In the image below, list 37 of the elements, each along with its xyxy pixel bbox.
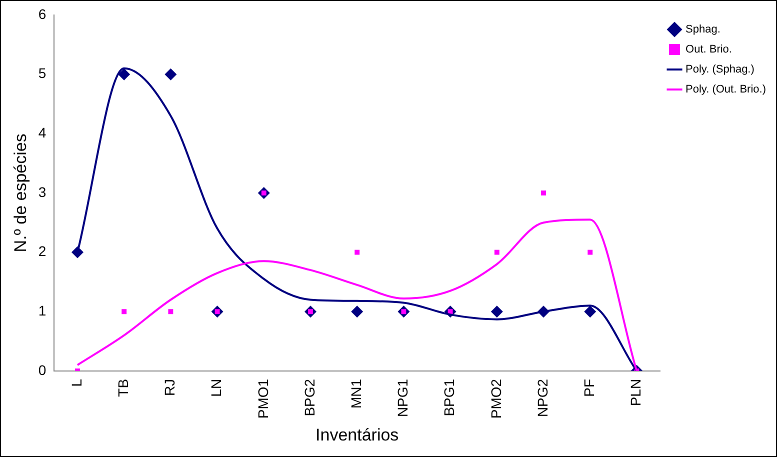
x-tick-label: PF <box>580 378 597 397</box>
y-axis-title: N.º de espécies <box>10 134 30 252</box>
x-axis-title: Inventários <box>316 425 399 444</box>
y-tick-label: 3 <box>38 184 46 200</box>
y-tick-label: 6 <box>38 6 46 22</box>
y-tick-label: 5 <box>38 65 46 82</box>
point <box>541 190 546 196</box>
x-tick-label: TB <box>114 378 131 397</box>
x-tick-label: BPG1 <box>441 378 458 416</box>
legend-label: Sphag. <box>686 24 720 36</box>
x-tick-label: BPG2 <box>301 378 318 416</box>
legend-label: Out. Brio. <box>686 44 732 56</box>
point <box>490 306 503 318</box>
x-tick-label: RJ <box>162 378 178 396</box>
x-tick-label: PMO2 <box>488 378 504 419</box>
x-tick-label: MN1 <box>348 378 364 408</box>
y-tick-label: 2 <box>38 243 46 260</box>
point <box>118 68 130 80</box>
x-tick-label: NPG2 <box>534 378 550 418</box>
y-tick-label: 1 <box>38 302 46 318</box>
x-tick-label: NPG1 <box>394 378 411 418</box>
point <box>168 309 174 314</box>
legend-label: Poly. (Out. Brio.) <box>686 84 766 96</box>
x-tick-label: L <box>68 378 84 387</box>
point <box>164 68 177 80</box>
y-tick-label: 4 <box>38 124 46 140</box>
point <box>351 306 364 318</box>
x-tick-label: PLN <box>628 378 644 406</box>
x-tick-label: LN <box>208 378 224 397</box>
point <box>584 306 596 318</box>
point <box>354 250 360 255</box>
point <box>494 250 500 255</box>
x-tick-label: PMO1 <box>254 378 271 419</box>
point <box>588 250 593 255</box>
y-tick-label: 0 <box>38 362 46 378</box>
point <box>122 309 127 314</box>
legend-label: Poly. (Sphag.) <box>686 64 754 76</box>
